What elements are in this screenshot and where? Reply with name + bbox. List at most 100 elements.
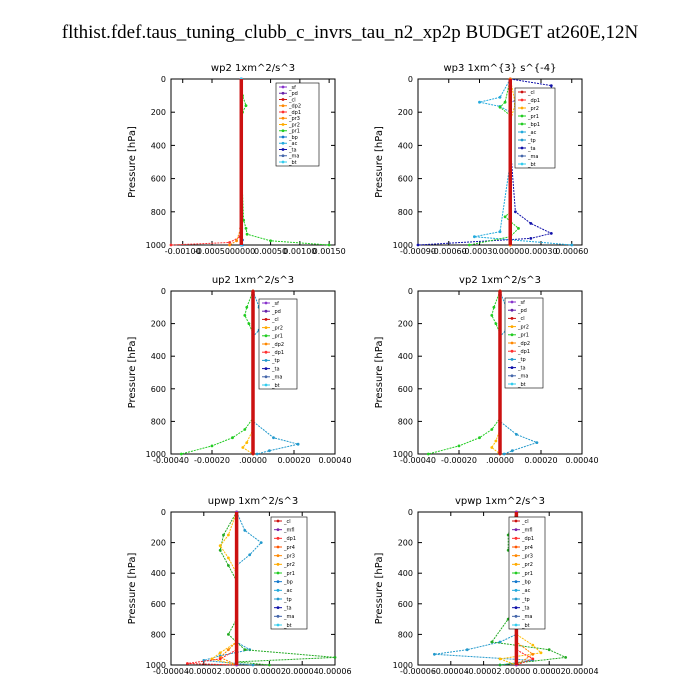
data-point [498, 230, 502, 234]
legend-label: _tp [283, 597, 292, 603]
legend-label: _pr1 [288, 129, 300, 135]
x-tick-label: -0.00004 [433, 667, 469, 676]
y-tick-label: 200 [151, 320, 166, 329]
data-point [510, 449, 514, 453]
y-tick-label: 1000 [146, 661, 166, 670]
data-point [227, 648, 230, 652]
series-line-tp [203, 511, 262, 666]
data-point [529, 222, 533, 225]
legend-label: _pd [288, 91, 298, 97]
legend-marker [510, 358, 514, 361]
y-axis-label: Pressure [hPa] [374, 126, 385, 198]
data-point [531, 652, 535, 656]
legend-marker [281, 148, 285, 151]
x-tick-label: 0.00050 [254, 247, 287, 256]
legend-marker [276, 580, 280, 584]
legend-label: _sf [288, 85, 296, 91]
legend-marker [514, 519, 518, 523]
series-line-tp [474, 78, 572, 246]
legend-label: _pr1 [283, 571, 295, 577]
data-point [227, 633, 230, 636]
y-axis-label: Pressure [hPa] [374, 553, 385, 625]
legend-marker [520, 106, 524, 110]
data-point [243, 314, 247, 317]
legend-label: _bp [288, 135, 298, 141]
legend-label: _ma [288, 154, 299, 160]
data-point [218, 548, 222, 552]
panel-1: wp2 1xm^2/s^3 Pressure [hPa] 0 200 400 600 800… [127, 63, 346, 256]
legend-marker [514, 554, 518, 558]
y-axis-label: Pressure [hPa] [127, 337, 138, 409]
plot-frame [417, 78, 583, 246]
legend-label: _tp [271, 358, 280, 364]
legend-marker [276, 536, 280, 540]
y-tick-label: 600 [151, 600, 166, 609]
data-point [498, 657, 502, 661]
legend-label: _pr3 [521, 553, 533, 559]
panel-title: up2 1xm^2/s^3 [212, 275, 294, 286]
data-point [473, 235, 476, 239]
y-tick-label: 200 [151, 108, 166, 117]
x-tick-label: 0.00030 [524, 247, 557, 256]
data-point [498, 105, 502, 109]
plot-frame [170, 511, 336, 666]
data-point [517, 227, 520, 230]
legend-label: _pr1 [521, 571, 533, 577]
x-tick-label: -0.00020 [441, 456, 477, 465]
legend-label: _ac [527, 130, 537, 136]
legend-label: _tp [517, 357, 526, 363]
legend-label: _dp1 [288, 110, 301, 116]
data-point [531, 643, 535, 647]
legend-label: _cl [271, 317, 279, 323]
data-point [490, 640, 494, 644]
data-point [333, 656, 337, 659]
data-point [490, 314, 494, 317]
x-tick-label: 0.00002 [533, 667, 566, 676]
x-tick-label: 0.00060 [555, 247, 588, 256]
data-point [498, 95, 502, 99]
x-tick-label: -0.00006 [400, 667, 436, 676]
data-point [169, 243, 173, 247]
data-point [218, 657, 222, 661]
data-point [243, 529, 247, 532]
x-tick-label: 0.00002 [253, 667, 286, 676]
data-point [296, 442, 300, 446]
data-point [529, 237, 533, 240]
series-line-pr1 [242, 291, 254, 455]
legend-marker [264, 359, 268, 362]
legend-label: _bp [283, 579, 293, 585]
legend-marker [520, 146, 524, 150]
y-tick-label: 800 [398, 208, 413, 217]
legend-label: _mfl [283, 527, 295, 533]
legend-label: _pd [271, 309, 281, 315]
legend-label: _dp1 [271, 350, 284, 356]
legend-marker [514, 580, 518, 584]
x-tick-label: -0.00100 [165, 247, 201, 256]
data-point [218, 544, 222, 548]
legend-marker [510, 300, 514, 304]
data-point [490, 428, 494, 431]
data-point [433, 652, 436, 656]
legend-label: _pd [517, 308, 527, 314]
legend: _cl _dp1 _pr2 _pr1 _bp1 _ac _tp _ta _ma _bt [514, 87, 556, 169]
data-point [531, 657, 535, 661]
data-point [570, 243, 574, 247]
legend-label: _ma [517, 374, 528, 380]
legend-marker [514, 597, 518, 601]
legend-label: _ta [271, 366, 280, 372]
data-point [549, 232, 553, 235]
data-point [503, 215, 507, 219]
legend-label: _ta [283, 605, 292, 611]
x-tick-label: .00000 [223, 667, 251, 676]
y-tick-label: 400 [398, 352, 413, 361]
legend-label: _ma [521, 614, 532, 620]
legend-marker [264, 301, 268, 305]
legend-label: _pr2 [271, 325, 283, 331]
x-tick-label: 0.00020 [277, 456, 310, 465]
legend-marker [276, 597, 280, 601]
x-tick-label: -0.00090 [400, 247, 436, 256]
y-tick-label: 800 [151, 417, 166, 426]
data-point [549, 84, 553, 87]
legend-marker [520, 114, 524, 118]
legend-label: _pr3 [288, 116, 300, 122]
